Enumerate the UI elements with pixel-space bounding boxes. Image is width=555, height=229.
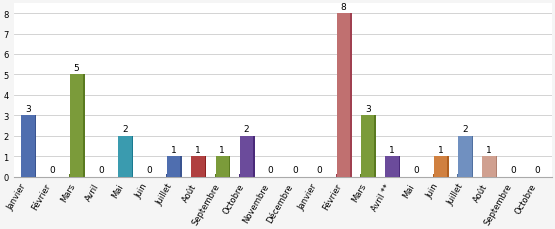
Text: 2: 2 bbox=[244, 125, 249, 134]
Text: 0: 0 bbox=[316, 165, 322, 174]
Text: 1: 1 bbox=[438, 145, 443, 154]
Bar bbox=[433, 174, 448, 177]
Bar bbox=[191, 156, 205, 177]
Bar bbox=[339, 14, 352, 177]
Bar bbox=[361, 116, 375, 177]
Bar bbox=[460, 136, 473, 177]
Text: 1: 1 bbox=[195, 145, 201, 154]
Text: 3: 3 bbox=[365, 104, 371, 113]
Text: 8: 8 bbox=[341, 3, 346, 12]
Bar bbox=[118, 136, 132, 177]
Text: 0: 0 bbox=[49, 165, 55, 174]
Text: 0: 0 bbox=[535, 165, 541, 174]
Text: 0: 0 bbox=[98, 165, 104, 174]
Bar bbox=[120, 136, 133, 177]
Bar bbox=[458, 136, 472, 177]
Text: 0: 0 bbox=[268, 165, 274, 174]
Text: 2: 2 bbox=[462, 125, 468, 134]
Bar bbox=[385, 174, 400, 177]
Bar bbox=[21, 174, 36, 177]
Text: 1: 1 bbox=[486, 145, 492, 154]
Bar bbox=[482, 174, 497, 177]
Bar bbox=[240, 136, 253, 177]
Text: 0: 0 bbox=[147, 165, 152, 174]
Text: 3: 3 bbox=[25, 104, 31, 113]
Bar bbox=[215, 174, 230, 177]
Bar bbox=[241, 136, 255, 177]
Bar bbox=[360, 174, 375, 177]
Text: 0: 0 bbox=[292, 165, 298, 174]
Bar bbox=[169, 156, 182, 177]
Bar bbox=[72, 75, 85, 177]
Bar bbox=[193, 156, 206, 177]
Bar bbox=[482, 156, 496, 177]
Bar bbox=[23, 116, 36, 177]
Bar bbox=[215, 156, 229, 177]
Text: 1: 1 bbox=[219, 145, 225, 154]
Text: 1: 1 bbox=[389, 145, 395, 154]
Bar bbox=[337, 14, 350, 177]
Bar bbox=[435, 156, 449, 177]
Bar bbox=[190, 174, 205, 177]
Bar bbox=[166, 174, 181, 177]
Text: 1: 1 bbox=[171, 145, 176, 154]
Bar bbox=[385, 156, 398, 177]
Bar bbox=[22, 116, 35, 177]
Text: 5: 5 bbox=[74, 64, 79, 73]
Bar bbox=[167, 156, 180, 177]
Bar bbox=[457, 174, 472, 177]
Bar bbox=[69, 174, 84, 177]
Bar bbox=[387, 156, 400, 177]
Bar bbox=[362, 116, 376, 177]
Bar bbox=[434, 156, 447, 177]
Bar bbox=[118, 174, 133, 177]
Text: 2: 2 bbox=[122, 125, 128, 134]
Bar bbox=[336, 174, 351, 177]
Bar bbox=[484, 156, 497, 177]
Bar bbox=[217, 156, 230, 177]
Bar bbox=[70, 75, 83, 177]
Text: 0: 0 bbox=[413, 165, 419, 174]
Text: 0: 0 bbox=[511, 165, 516, 174]
Bar bbox=[239, 174, 254, 177]
